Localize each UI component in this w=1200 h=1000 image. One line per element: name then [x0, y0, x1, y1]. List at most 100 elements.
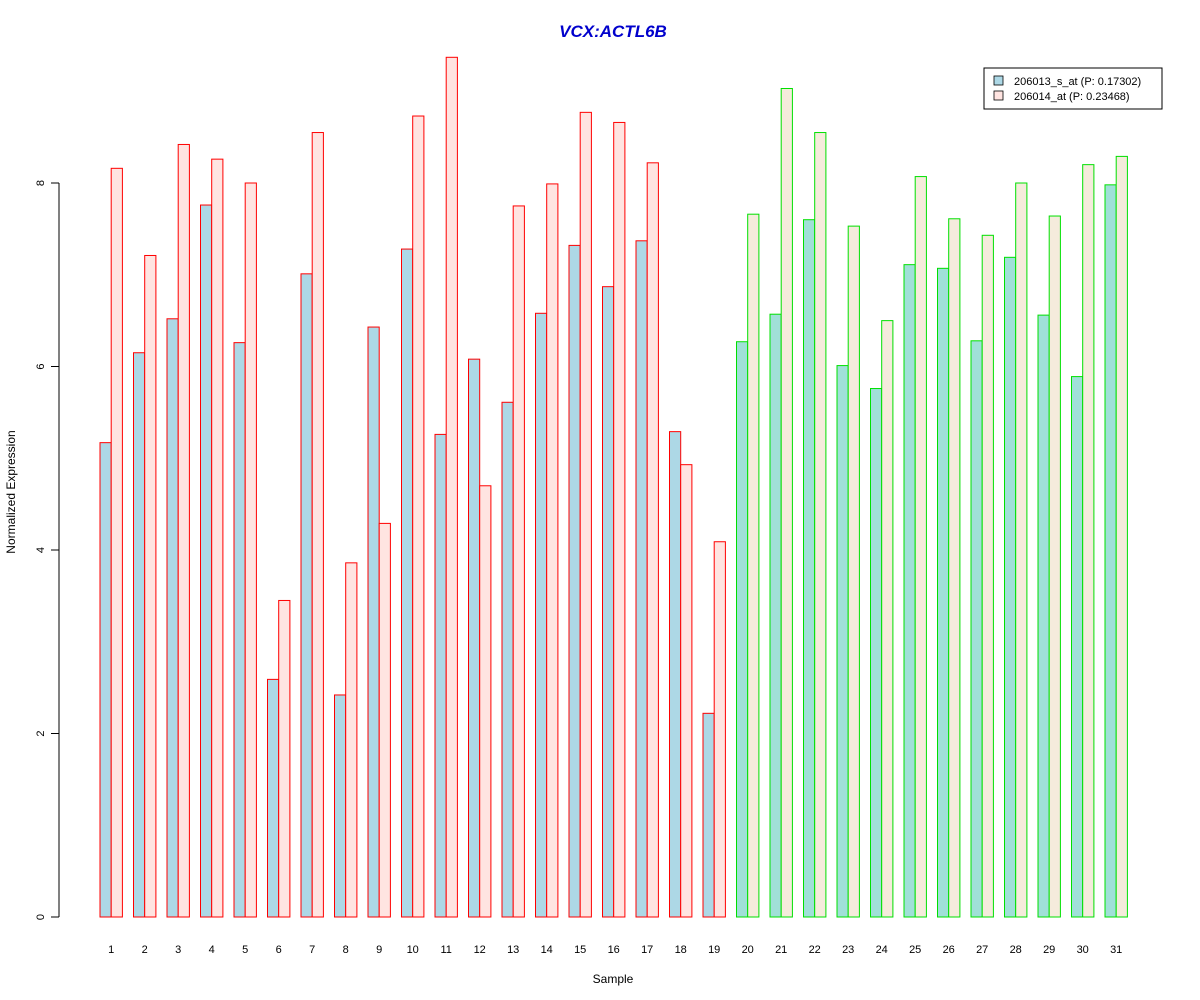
- bar-series-2-sample-7: [311, 132, 324, 918]
- x-tick-label: 26: [943, 944, 955, 956]
- x-tick-label: 14: [541, 944, 553, 956]
- legend-label-series-1: 206013_s_at (P: 0.17302): [1014, 76, 1141, 88]
- bar-series-2-sample-25: [914, 176, 927, 918]
- x-tick-label: 10: [407, 944, 419, 956]
- bar-series-1-sample-20: [736, 341, 749, 918]
- bar-series-1-sample-18: [669, 431, 682, 918]
- bar-series-1-sample-30: [1071, 376, 1084, 918]
- legend-label-series-2: 206014_at (P: 0.23468): [1014, 91, 1130, 103]
- legend-swatch-series-2: [993, 90, 1004, 101]
- y-tick-label: 0: [35, 914, 47, 920]
- bar-series-2-sample-18: [680, 464, 693, 918]
- bar-series-2-sample-22: [814, 132, 827, 918]
- bar-series-1-sample-8: [334, 694, 347, 918]
- legend: 206013_s_at (P: 0.17302) 206014_at (P: 0…: [983, 67, 1163, 110]
- bar-series-1-sample-4: [200, 204, 213, 918]
- chart-title: VCX:ACTL6B: [559, 22, 667, 41]
- x-tick-label: 24: [876, 944, 888, 956]
- bar-series-1-sample-25: [903, 264, 916, 918]
- bar-series-2-sample-3: [177, 143, 190, 918]
- x-tick-label: 27: [976, 944, 988, 956]
- bar-series-2-sample-31: [1115, 155, 1128, 918]
- x-tick-label: 4: [209, 944, 215, 956]
- x-tick-label: 12: [474, 944, 486, 956]
- bar-series-2-sample-20: [747, 213, 760, 918]
- bar-series-1-sample-12: [468, 358, 481, 918]
- x-tick-label: 7: [309, 944, 315, 956]
- bar-series-2-sample-8: [345, 562, 358, 918]
- bar-series-2-sample-4: [211, 158, 224, 918]
- bar-series-1-sample-23: [836, 365, 849, 918]
- bar-series-1-sample-10: [401, 248, 414, 918]
- bar-series-1-sample-21: [769, 313, 782, 918]
- bar-series-2-sample-21: [780, 87, 793, 918]
- y-tick-label: 6: [35, 363, 47, 369]
- y-axis-title: Normalized Expression: [4, 430, 18, 553]
- bar-series-2-sample-17: [646, 162, 659, 918]
- bar-series-2-sample-28: [1015, 182, 1028, 918]
- bar-series-2-sample-29: [1048, 215, 1061, 918]
- x-tick-label: 6: [276, 944, 282, 956]
- x-tick-label: 9: [376, 944, 382, 956]
- bar-series-2-sample-16: [613, 121, 626, 918]
- bar-series-2-sample-10: [412, 115, 425, 918]
- bar-series-1-sample-7: [300, 273, 313, 918]
- x-tick-label: 28: [1010, 944, 1022, 956]
- bar-series-1-sample-5: [233, 342, 246, 918]
- bar-series-1-sample-28: [1004, 256, 1017, 918]
- bar-series-1-sample-19: [702, 712, 715, 918]
- bar-series-2-sample-23: [847, 225, 860, 918]
- bar-series-1-sample-17: [635, 240, 648, 918]
- bar-series-2-sample-9: [378, 522, 391, 918]
- x-tick-label: 1: [108, 944, 114, 956]
- bar-series-1-sample-13: [501, 401, 514, 918]
- x-tick-label: 3: [175, 944, 181, 956]
- bar-series-2-sample-13: [512, 205, 525, 918]
- bar-series-2-sample-19: [713, 541, 726, 918]
- x-tick-label: 8: [343, 944, 349, 956]
- bar-series-1-sample-6: [267, 678, 280, 918]
- y-tick-label: 4: [35, 547, 47, 553]
- x-tick-label: 13: [507, 944, 519, 956]
- bar-series-1-sample-22: [803, 219, 816, 918]
- bar-series-1-sample-2: [133, 352, 146, 918]
- x-axis-title: Sample: [593, 972, 634, 986]
- bar-series-1-sample-15: [568, 244, 581, 918]
- bar-series-2-sample-26: [948, 218, 961, 918]
- x-tick-label: 5: [242, 944, 248, 956]
- legend-swatch-series-1: [993, 75, 1004, 86]
- bar-series-2-sample-11: [445, 56, 458, 918]
- x-tick-label: 29: [1043, 944, 1055, 956]
- x-tick-label: 20: [742, 944, 754, 956]
- bars-group: [99, 56, 1128, 918]
- bar-series-2-sample-6: [278, 599, 291, 918]
- x-tick-label: 18: [675, 944, 687, 956]
- bar-series-2-sample-5: [244, 182, 257, 918]
- x-tick-labels: 1 2 3 4 5 6 7 8 9 10 11 12 13 14 15 16 17 18 19 20 21 22 23 24 2…: [108, 944, 1122, 956]
- bar-series-1-sample-29: [1037, 314, 1050, 918]
- legend-box: [983, 67, 1163, 110]
- x-tick-label: 2: [142, 944, 148, 956]
- x-tick-label: 19: [708, 944, 720, 956]
- bar-series-2-sample-30: [1082, 164, 1095, 918]
- y-tick-label: 8: [35, 180, 47, 186]
- x-tick-label: 30: [1077, 944, 1089, 956]
- x-tick-label: 16: [608, 944, 620, 956]
- bar-series-2-sample-2: [144, 254, 157, 918]
- bar-series-2-sample-1: [110, 167, 123, 918]
- bar-series-1-sample-24: [870, 388, 883, 918]
- bar-series-2-sample-12: [479, 485, 492, 918]
- y-axis: 0 2 4 6 8: [35, 180, 60, 920]
- x-tick-label: 23: [842, 944, 854, 956]
- x-tick-label: 31: [1110, 944, 1122, 956]
- x-tick-label: 11: [440, 944, 451, 956]
- bar-series-1-sample-14: [535, 312, 548, 918]
- x-tick-label: 25: [909, 944, 921, 956]
- bar-series-1-sample-11: [434, 433, 447, 918]
- bar-series-1-sample-27: [970, 340, 983, 918]
- bar-series-1-sample-3: [166, 318, 179, 918]
- y-tick-label: 2: [35, 730, 47, 736]
- bar-series-1-sample-16: [602, 286, 615, 918]
- x-tick-label: 22: [809, 944, 821, 956]
